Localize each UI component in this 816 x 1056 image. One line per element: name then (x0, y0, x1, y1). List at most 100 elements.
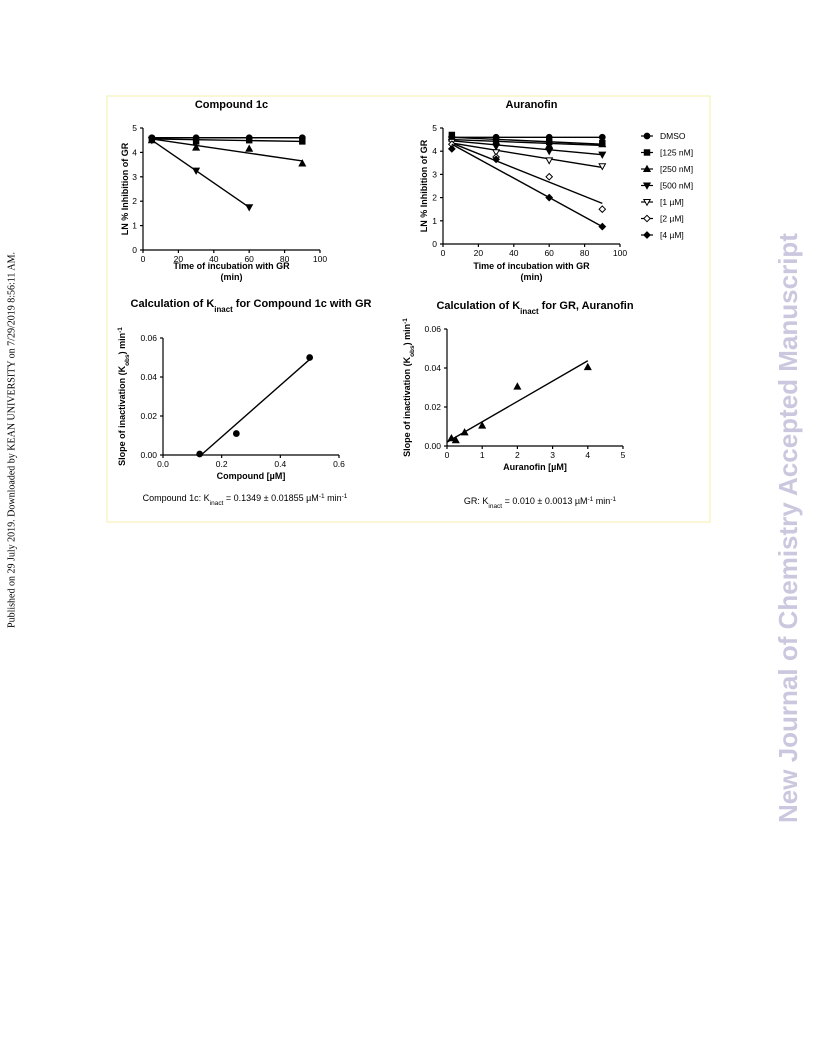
x-tick-label: 20 (474, 248, 484, 258)
x-tick-label: 5 (621, 450, 626, 460)
chart-title-part: inact (214, 305, 233, 314)
x-tick-label: 40 (209, 254, 219, 264)
y-tick-label: 5 (132, 123, 137, 133)
marker (492, 155, 501, 164)
legend-label: [500 nM] (660, 181, 693, 191)
x-tick-label: 0.6 (333, 459, 345, 469)
x-tick-label: 60 (544, 248, 554, 258)
x-axis-label: Compound [µM] (217, 471, 286, 481)
fit-line (451, 142, 603, 205)
figure-frame (106, 95, 711, 523)
marker (298, 159, 307, 167)
y-tick-label: 5 (432, 123, 437, 133)
y-tick-label: 2 (432, 193, 437, 203)
marker (643, 214, 651, 223)
chart-title: Calculation of Kinact for GR, Auranofin (436, 300, 633, 316)
y-axis-label-part: -1 (402, 318, 409, 324)
y-tick-label: 0.06 (140, 333, 157, 343)
fit-line (451, 136, 603, 145)
y-tick-label: 0 (432, 239, 437, 249)
x-tick-label: 80 (580, 248, 590, 258)
y-tick-label: 2 (132, 196, 137, 206)
y-tick-label: 1 (132, 221, 137, 231)
marker (492, 143, 501, 151)
caption-part: min (593, 496, 610, 506)
x-axis-label: Time of incubation with GR (473, 261, 590, 271)
caption-part: -1 (588, 496, 594, 503)
marker (643, 231, 651, 239)
x-tick-label: 2 (515, 450, 520, 460)
caption-part: min (325, 493, 342, 503)
y-axis-label-part: obs (409, 345, 416, 357)
y-axis-label-part: ) min (117, 333, 127, 355)
x-axis-label: Time of incubation with GR (173, 261, 290, 271)
y-axis-label-part: Slope of inactivation (K (117, 365, 127, 466)
fit-line (200, 358, 311, 456)
chart-title-part: Calculation of K (131, 298, 215, 310)
y-axis-label-part: obs (124, 354, 131, 366)
caption-part: = 0.1349 ± 0.01855 µM (223, 493, 318, 503)
y-axis-label: Slope of inactivation (Kobs) min-1 (117, 327, 131, 466)
y-tick-label: 0.02 (424, 402, 441, 412)
fit-line (446, 360, 589, 443)
marker (642, 198, 652, 207)
y-tick-label: 4 (432, 146, 437, 156)
marker (545, 141, 554, 149)
marker (447, 144, 456, 153)
marker (306, 354, 314, 361)
x-tick-label: 3 (550, 450, 555, 460)
chart-title-part: for GR, Auranofin (539, 300, 634, 312)
x-tick-label: 1 (480, 450, 485, 460)
marker (460, 428, 469, 436)
chart-title-part: inact (520, 307, 539, 316)
y-axis-label: LN % Inhibition of GR (419, 139, 429, 232)
marker (642, 182, 652, 190)
y-tick-label: 3 (432, 169, 437, 179)
marker (545, 172, 554, 181)
y-tick-label: 4 (132, 147, 137, 157)
y-axis-label: Slope of inactivation (Kobs) min-1 (402, 318, 416, 457)
chart-title-part: Calculation of K (436, 300, 520, 312)
x-tick-label: 0 (445, 450, 450, 460)
y-tick-label: 0 (132, 245, 137, 255)
x-tick-label: 0 (441, 248, 446, 258)
marker (598, 222, 607, 231)
x-tick-label: 0.0 (157, 459, 169, 469)
marker (643, 149, 651, 156)
marker (192, 167, 201, 175)
chart-title: Auranofin (506, 99, 558, 111)
caption-part: GR: K (464, 496, 489, 506)
chart-title-part: Auranofin (506, 99, 558, 111)
fit-line (451, 143, 603, 228)
y-axis-label: LN % Inhibition of GR (120, 142, 130, 235)
fit-line (151, 139, 250, 208)
y-axis-label-part: LN % Inhibition of GR (120, 142, 130, 235)
marker (598, 151, 607, 159)
marker (447, 433, 456, 442)
marker (598, 133, 606, 141)
marker (643, 132, 651, 140)
fit-line (151, 138, 303, 143)
fit-line (451, 140, 603, 156)
marker (196, 450, 204, 458)
marker (245, 204, 254, 212)
y-axis-label-part: Slope of inactivation (K (402, 356, 412, 457)
caption-part: = 0.010 ± 0.0013 µM (502, 496, 587, 506)
legend-label: [1 µM] (660, 197, 684, 207)
marker (492, 149, 501, 157)
marker (513, 382, 522, 390)
chart-title-part: Compound 1c (195, 99, 268, 111)
y-tick-label: 1 (432, 216, 437, 226)
marker (147, 137, 156, 145)
marker (545, 148, 554, 156)
legend-label: [2 µM] (660, 214, 684, 224)
legend-label: [250 nM] (660, 164, 693, 174)
marker (545, 157, 554, 165)
x-tick-label: 80 (280, 254, 290, 264)
fit-line (451, 142, 603, 169)
chart-title: Calculation of Kinact for Compound 1c wi… (131, 298, 372, 314)
caption-part: inact (488, 503, 502, 510)
marker (245, 144, 254, 152)
marker (583, 362, 592, 371)
x-axis-label: Auranofin [µM] (503, 462, 567, 472)
